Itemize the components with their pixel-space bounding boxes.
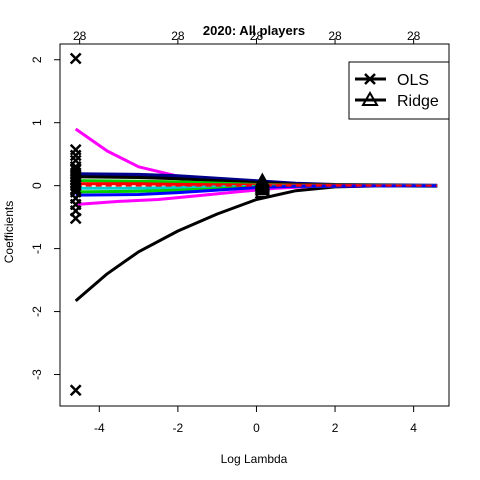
x-tick-label-0: -4 [94,421,105,435]
legend: OLS Ridge [348,61,450,120]
top-tick-label-2: 28 [250,29,264,43]
legend-ols-label: OLS [397,72,429,89]
y-tick-label-1: -2 [30,306,44,317]
y-tick-label-0: -3 [30,369,44,380]
plot-frame [59,43,450,407]
top-tick-label-1: 28 [171,29,185,43]
series-layer [74,127,438,303]
top-tick-label-4: 28 [407,29,421,43]
ridge-point-6 [254,183,271,198]
legend-ridge-triangle-icon [361,91,379,106]
coefficient-path-0 [74,184,438,303]
legend-ols-x-icon [364,73,376,85]
legend-ridge-label: Ridge [397,93,439,110]
top-tick-label-0: 28 [73,29,87,43]
ols-point-1 [69,384,82,397]
y-axis-label: Coefficients [2,201,16,263]
y-tick-label-5: 2 [30,56,44,63]
ols-point-17 [69,212,82,225]
x-axis-label: Log Lambda [221,452,288,466]
ols-point-0 [69,52,82,65]
ridge-point-5 [254,181,271,196]
marker-layer [69,52,271,397]
y-tick-label-4: 1 [30,119,44,126]
x-tick-label-2: 0 [253,421,260,435]
x-tick-label-1: -2 [173,421,184,435]
chart-title: 2020: All players [203,23,305,38]
top-tick-label-3: 28 [328,29,342,43]
x-tick-label-4: 4 [410,421,417,435]
x-tick-label-3: 2 [332,421,339,435]
legend-box [348,61,450,120]
y-tick-label-3: 0 [30,182,44,189]
axis-layer: -4 -2 0 2 4 -3 -2 -1 0 1 2 28 28 28 28 28 [30,29,421,435]
y-tick-label-2: -1 [30,243,44,254]
ols-point-12 [69,182,82,195]
